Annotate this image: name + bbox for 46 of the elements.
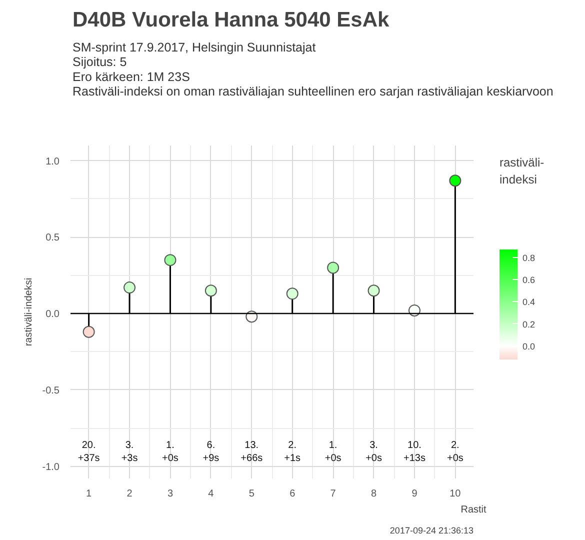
annotation: 6. +9s [202,440,220,464]
color-bar-label: 0.6 [522,275,536,285]
x-axis-title: Rastit [460,504,486,516]
chart-title: D40B Vuorela Hanna 5040 EsAk [72,8,390,32]
point [327,262,340,274]
point [286,288,298,300]
x-tick-label: 3 [167,488,174,500]
annotation: 3. +3s [121,440,138,464]
point [164,254,176,266]
x-tick-label: 1 [86,488,92,500]
color-bar-label: 0.8 [522,252,536,263]
text: 2017-09-24 21:36:13 [390,526,474,536]
y-tick-label: -1.0 [42,462,60,473]
color-bar-label: 0.0 [522,342,536,352]
annotation: 3. +0s [366,440,382,464]
x-tick-label: 9 [412,488,418,500]
point [82,326,95,338]
point [408,304,420,316]
x-tick-label: 10 [450,488,462,500]
x-tick-label: 7 [330,488,336,500]
point [204,284,217,297]
y-axis-title: rastiväli-indeksi [23,278,34,346]
x-tick-label: 5 [248,488,255,500]
annotation: 2. +0s [446,440,464,464]
annotation: 20. +37s [78,440,100,464]
point [124,282,136,294]
chart-subtitle: SM-sprint 17.9.2017, Helsingin Suunnistajat Sijoitus: 5 Ero kärkeen: 1M 23S Rastiväli-indeksi on oman rastiväliajan suhteellinen ero sarjan rastiväliajan keskiarvoon [72,40,554,99]
x-tick-label: 6 [290,488,296,500]
color-bar-title: rastiväli- indeksi [500,156,544,186]
y-tick-label: 1.0 [46,156,60,168]
y-tick-label: -0.5 [42,385,60,396]
annotation: 1. +0s [324,440,342,464]
x-tick-label: 4 [208,488,214,500]
x-tick-label: 2 [126,488,133,500]
x-tick-label: 8 [370,488,377,500]
point [368,284,380,297]
color-bar-label: 0.2 [522,319,536,330]
annotation: 13. +66s [240,440,263,464]
annotation: 10. +13s [403,440,426,464]
color-bar-label: 0.4 [522,297,536,308]
y-tick-label: 0.5 [46,232,60,244]
point [449,174,462,187]
y-tick-label: 0.0 [46,309,60,320]
annotation: 1. +0s [162,440,178,464]
annotation: 2. +1s [284,440,301,464]
point [246,310,258,323]
